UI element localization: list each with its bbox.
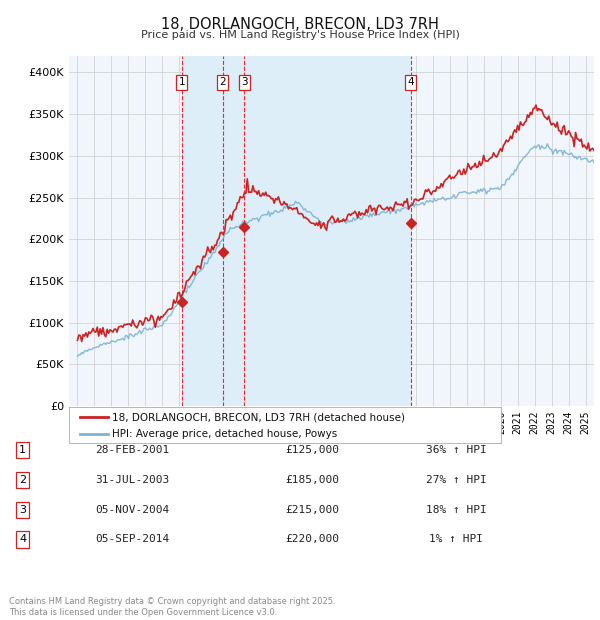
Text: 3: 3 xyxy=(241,78,247,87)
Text: 27% ↑ HPI: 27% ↑ HPI xyxy=(425,475,487,485)
Text: 3: 3 xyxy=(19,505,26,515)
Text: 18, DORLANGOCH, BRECON, LD3 7RH (detached house): 18, DORLANGOCH, BRECON, LD3 7RH (detache… xyxy=(112,412,405,422)
Text: £125,000: £125,000 xyxy=(285,445,339,455)
Text: £215,000: £215,000 xyxy=(285,505,339,515)
Text: 36% ↑ HPI: 36% ↑ HPI xyxy=(425,445,487,455)
Text: 2: 2 xyxy=(220,78,226,87)
Text: £185,000: £185,000 xyxy=(285,475,339,485)
Text: 05-NOV-2004: 05-NOV-2004 xyxy=(95,505,169,515)
Text: £220,000: £220,000 xyxy=(285,534,339,544)
Text: 05-SEP-2014: 05-SEP-2014 xyxy=(95,534,169,544)
Text: 1: 1 xyxy=(19,445,26,455)
Text: 1% ↑ HPI: 1% ↑ HPI xyxy=(429,534,483,544)
Text: 28-FEB-2001: 28-FEB-2001 xyxy=(95,445,169,455)
Text: 18, DORLANGOCH, BRECON, LD3 7RH: 18, DORLANGOCH, BRECON, LD3 7RH xyxy=(161,17,439,32)
Text: 4: 4 xyxy=(407,78,414,87)
Text: 18% ↑ HPI: 18% ↑ HPI xyxy=(425,505,487,515)
Text: HPI: Average price, detached house, Powys: HPI: Average price, detached house, Powy… xyxy=(112,429,337,440)
Text: Price paid vs. HM Land Registry's House Price Index (HPI): Price paid vs. HM Land Registry's House … xyxy=(140,30,460,40)
Text: 2: 2 xyxy=(19,475,26,485)
Text: Contains HM Land Registry data © Crown copyright and database right 2025.
This d: Contains HM Land Registry data © Crown c… xyxy=(9,598,335,617)
Bar xyxy=(182,56,411,406)
Text: 1: 1 xyxy=(178,78,185,87)
Text: 31-JUL-2003: 31-JUL-2003 xyxy=(95,475,169,485)
Text: 4: 4 xyxy=(19,534,26,544)
